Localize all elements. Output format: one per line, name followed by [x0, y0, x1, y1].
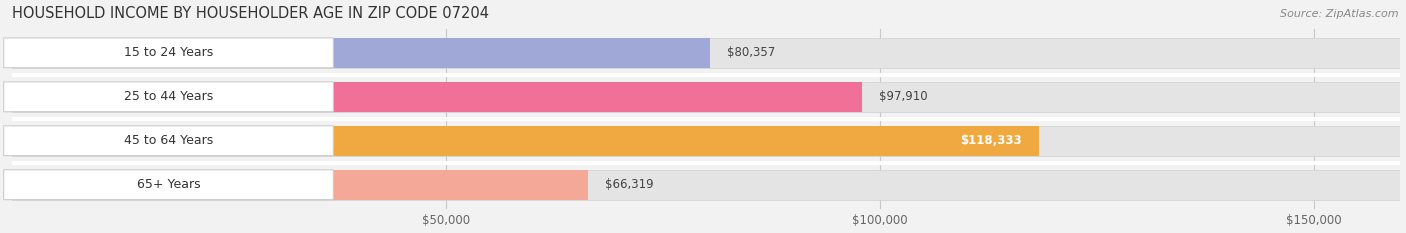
Bar: [13, 82, 862, 112]
Bar: [13, 38, 1400, 68]
Text: $97,910: $97,910: [879, 90, 928, 103]
FancyBboxPatch shape: [4, 38, 333, 68]
FancyBboxPatch shape: [4, 82, 333, 112]
Text: 65+ Years: 65+ Years: [136, 178, 200, 191]
Bar: [13, 126, 1400, 156]
Text: $66,319: $66,319: [605, 178, 654, 191]
FancyBboxPatch shape: [4, 170, 333, 200]
Text: 15 to 24 Years: 15 to 24 Years: [124, 46, 214, 59]
Text: $118,333: $118,333: [960, 134, 1022, 147]
Bar: [13, 170, 1400, 200]
FancyBboxPatch shape: [4, 126, 333, 156]
Text: 25 to 44 Years: 25 to 44 Years: [124, 90, 214, 103]
Text: Source: ZipAtlas.com: Source: ZipAtlas.com: [1281, 9, 1399, 19]
Bar: [13, 170, 588, 200]
Bar: [13, 82, 1400, 112]
Text: $80,357: $80,357: [727, 46, 775, 59]
Bar: [13, 38, 710, 68]
Bar: [13, 126, 1039, 156]
Text: 45 to 64 Years: 45 to 64 Years: [124, 134, 214, 147]
Text: HOUSEHOLD INCOME BY HOUSEHOLDER AGE IN ZIP CODE 07204: HOUSEHOLD INCOME BY HOUSEHOLDER AGE IN Z…: [13, 6, 489, 21]
